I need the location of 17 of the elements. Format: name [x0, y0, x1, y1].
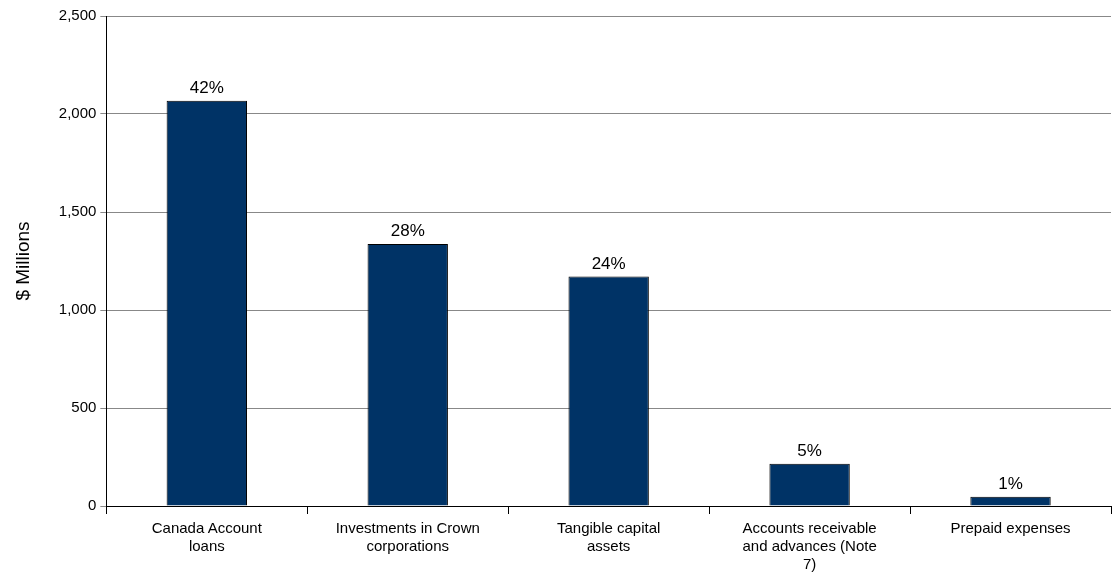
annotation: 5%	[797, 441, 822, 461]
y-axis-title: $ Millions	[11, 221, 33, 301]
y-tick-label: 500	[71, 398, 97, 416]
x-tick-label: Tangible capital assets	[556, 519, 661, 555]
x-tick-label: Accounts receivable and advances (Note 7)	[742, 519, 877, 573]
x-tick-label: Canada Account loans	[151, 519, 263, 555]
annotation: 1%	[998, 473, 1023, 493]
x-tick-label: Prepaid expenses	[950, 519, 1071, 537]
annotation: 42%	[189, 78, 224, 98]
annotation: 24%	[591, 253, 626, 273]
y-tick-label: 1,000	[58, 300, 97, 318]
y-tick-label: 1,500	[58, 202, 97, 220]
x-tick-label: Investments in Crown corporations	[335, 519, 480, 555]
y-tick-label: 2,000	[58, 104, 97, 122]
y-tick-label: 2,500	[58, 6, 97, 24]
y-tick-label: 0	[87, 496, 97, 514]
annotation: 28%	[390, 221, 425, 241]
